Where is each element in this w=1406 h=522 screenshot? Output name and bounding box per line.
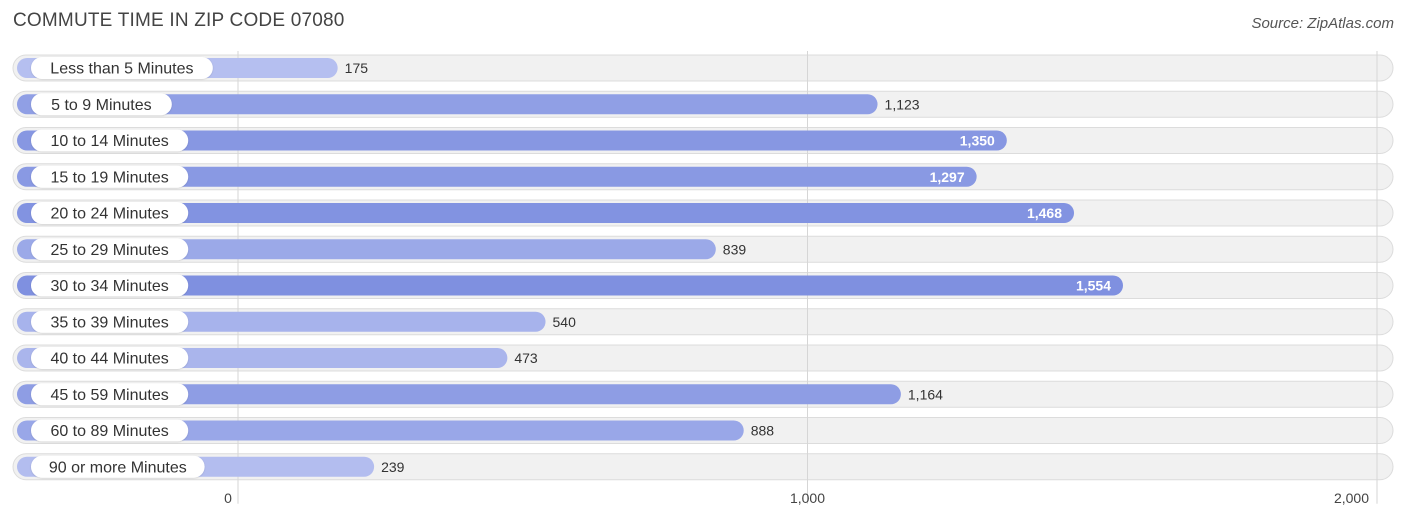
category-label: 25 to 29 Minutes <box>50 242 168 259</box>
category-label: 10 to 14 Minutes <box>50 133 168 150</box>
category-label: 35 to 39 Minutes <box>50 314 168 331</box>
category-pill <box>31 274 189 297</box>
category-label: Less than 5 Minutes <box>50 61 193 78</box>
category-pill <box>31 238 189 261</box>
bar-11 <box>17 420 744 441</box>
category-label: 90 or more Minutes <box>49 459 187 476</box>
chart-source: Source: ZipAtlas.com <box>1251 15 1394 32</box>
value-label: 1,123 <box>885 96 920 112</box>
x-tick-label: 2,000 <box>1334 490 1369 506</box>
category-pill <box>31 419 189 442</box>
value-label: 473 <box>514 350 538 366</box>
value-label: 175 <box>345 60 369 76</box>
category-label: 20 to 24 Minutes <box>50 206 168 223</box>
bar-10 <box>17 384 901 405</box>
value-label: 1,554 <box>1076 278 1111 294</box>
category-label: 45 to 59 Minutes <box>50 387 168 404</box>
value-label: 1,164 <box>908 386 943 402</box>
category-pill <box>31 129 189 152</box>
category-label: 30 to 34 Minutes <box>50 278 168 295</box>
category-pill <box>31 455 205 478</box>
bar-6 <box>17 239 716 260</box>
category-label: 60 to 89 Minutes <box>50 423 168 440</box>
category-pill <box>31 57 213 79</box>
bar-4 <box>17 166 977 187</box>
chart-title: COMMUTE TIME IN ZIP CODE 07080 <box>13 10 345 31</box>
bar-2 <box>17 94 878 115</box>
row-background <box>12 54 1394 82</box>
value-label: 1,297 <box>930 169 965 185</box>
value-label: 540 <box>553 314 577 330</box>
x-tick-label: 0 <box>224 490 232 506</box>
x-tick-label: 1,000 <box>790 490 825 506</box>
category-label: 5 to 9 Minutes <box>51 97 152 114</box>
bar-7 <box>17 275 1124 296</box>
category-pill <box>31 165 189 188</box>
bar-5 <box>17 203 1075 223</box>
value-label: 839 <box>723 241 747 257</box>
bar-3 <box>17 130 1007 151</box>
category-pill <box>31 383 189 406</box>
category-pill <box>31 347 189 369</box>
category-label: 40 to 44 Minutes <box>50 351 168 368</box>
value-label: 888 <box>751 423 775 439</box>
value-label: 1,468 <box>1027 205 1062 221</box>
category-pill <box>31 310 189 333</box>
value-label: 1,350 <box>960 133 995 149</box>
category-pill <box>31 93 172 116</box>
category-label: 15 to 19 Minutes <box>50 169 168 186</box>
value-label: 239 <box>381 459 405 475</box>
category-pill <box>31 202 189 224</box>
